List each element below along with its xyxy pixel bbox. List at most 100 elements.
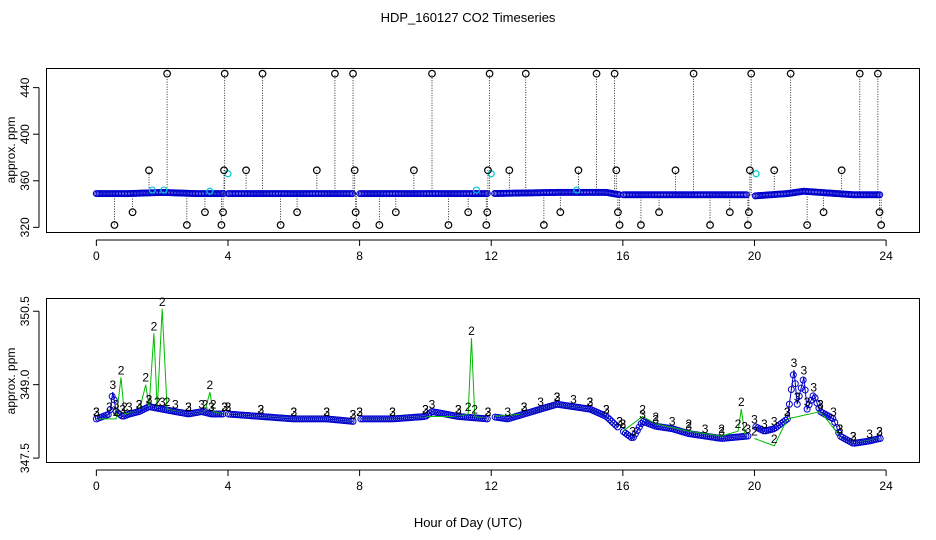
series-3-marker: 3	[106, 400, 113, 414]
series-2-marker: 2	[718, 422, 725, 436]
series-2-marker: 2	[603, 402, 610, 416]
top-baseline-point	[742, 191, 750, 199]
top-outlier-point	[352, 221, 361, 229]
top-outlier-point	[182, 221, 191, 229]
series-2-marker: 2	[121, 400, 128, 414]
series-3-marker: 3	[554, 390, 561, 404]
top-y-tick-label: 440	[18, 77, 32, 97]
series-3-marker: 3	[350, 407, 357, 421]
top-outlier-point	[128, 208, 137, 217]
series-3-marker: 3	[159, 395, 166, 409]
series-3-marker: 3	[702, 422, 709, 436]
series-3-line	[622, 420, 747, 440]
top-y-axis-label: approx. ppm	[4, 117, 18, 184]
top-cyan-point	[573, 186, 581, 194]
series-3-marker: 3	[126, 400, 133, 414]
top-outlier-point	[351, 208, 360, 217]
top-x-tick-label: 8	[356, 249, 363, 263]
top-outlier-point	[391, 208, 400, 217]
series-3-line	[96, 391, 225, 420]
series-3-marker: 3	[113, 398, 120, 412]
series-3-marker: 3	[504, 405, 511, 419]
bottom-y-tick-label: 350.5	[18, 296, 32, 326]
series-3-marker: 3	[93, 405, 100, 419]
series-3-marker: 3	[810, 380, 817, 394]
series-3-marker: 3	[109, 378, 116, 392]
bottom-plot-frame	[46, 298, 920, 463]
top-outlier-point	[350, 166, 359, 175]
series-2-marker: 2	[118, 363, 125, 377]
series-3-marker: 3	[718, 425, 725, 439]
series-3-marker: 3	[485, 405, 492, 419]
series-2-marker: 2	[356, 405, 363, 419]
series-2-marker: 2	[685, 417, 692, 431]
top-cyan-point	[752, 170, 760, 178]
series-3-marker: 3	[198, 398, 205, 412]
series-2-marker: 2	[521, 400, 528, 414]
top-outlier-point	[803, 221, 812, 229]
top-outlier-point	[743, 221, 752, 229]
bottom-x-tick-label: 16	[616, 479, 630, 493]
top-x-tick-label: 0	[93, 249, 100, 263]
series-3-marker: 3	[639, 407, 646, 421]
series-2-marker: 2	[225, 400, 232, 414]
series-3-marker: 3	[172, 398, 179, 412]
top-outlier-point	[409, 166, 418, 175]
series-3-marker: 3	[356, 405, 363, 419]
bottom-point	[633, 427, 641, 435]
x-axis-title: Hour of Day (UTC)	[414, 515, 522, 530]
series-2-marker: 2	[587, 395, 594, 409]
top-outlier-point	[521, 69, 530, 78]
bottom-point	[631, 430, 639, 438]
series-2-marker: 2	[485, 405, 492, 419]
series-2-marker: 2	[735, 417, 742, 431]
bottom-x-tick-label: 8	[356, 479, 363, 493]
top-outlier-point	[786, 69, 795, 78]
top-outlier-point	[689, 69, 698, 78]
series-3-marker: 3	[876, 425, 883, 439]
series-2-marker: 2	[741, 420, 748, 434]
bottom-point	[635, 423, 643, 431]
top-outlier-point	[331, 69, 339, 78]
top-cyan-point	[472, 186, 481, 194]
series-3-marker: 3	[784, 405, 791, 419]
series-3-marker: 3	[800, 363, 807, 377]
series-2-marker: 2	[142, 371, 149, 385]
bottom-x-tick-label: 12	[485, 479, 499, 493]
bottom-point	[610, 419, 618, 427]
top-panel: 0 4 8 12 16 20 24 320 360 400 440 approx. ppm	[4, 68, 920, 263]
series-2-marker: 2	[290, 405, 297, 419]
top-y-tick-label: 400	[18, 124, 32, 144]
top-outlier-point	[220, 166, 228, 175]
top-outlier-point	[612, 166, 621, 175]
series-2-marker: 2	[639, 402, 646, 416]
bottom-y-tick-label: 349.0	[18, 369, 32, 399]
series-2-marker: 2	[210, 398, 217, 412]
series-3-marker: 3	[866, 427, 873, 441]
bottom-point	[614, 423, 622, 431]
series-3-marker: 3	[429, 398, 436, 412]
series-3-line	[361, 411, 487, 420]
series-2-marker: 2	[164, 395, 171, 409]
series-2-marker: 2	[738, 395, 745, 409]
top-baseline-point	[876, 191, 884, 199]
series-3-marker: 3	[146, 393, 153, 407]
top-y-tick-label: 360	[18, 170, 32, 190]
series-2-marker: 2	[471, 402, 478, 416]
bottom-point	[797, 384, 805, 392]
series-3-marker: 3	[521, 400, 528, 414]
series-3-marker: 3	[258, 402, 265, 416]
top-outlier-point	[505, 166, 514, 175]
series-2-marker: 2	[136, 398, 143, 412]
series-3-marker: 3	[837, 422, 844, 436]
series-2-marker: 2	[207, 378, 214, 392]
top-outlier-point	[276, 221, 285, 229]
chart-title: HDP_160127 CO2 Timeseries	[381, 10, 556, 25]
series-2-marker: 2	[350, 407, 357, 421]
top-outlier-point	[556, 208, 565, 217]
series-2-line	[622, 409, 747, 437]
series-3-marker: 3	[422, 402, 429, 416]
bottom-x-tick-label: 20	[748, 479, 762, 493]
